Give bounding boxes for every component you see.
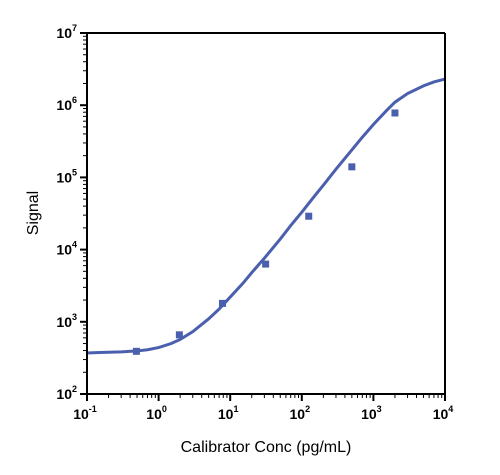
data-point [391, 109, 399, 117]
data-point [218, 299, 226, 307]
y-tick-label: 106 [56, 95, 77, 113]
data-point [262, 260, 270, 268]
x-tick-label: 10-1 [73, 404, 97, 422]
plot-area [86, 77, 446, 355]
x-axis-title: Calibrator Conc (pg/mL) [181, 439, 352, 456]
y-axis-title: Signal [25, 191, 42, 235]
x-tick-label: 102 [290, 404, 311, 422]
axis-ticks: 10-1 100 101 102 103 104 102 103 104 105 106 107 [56, 23, 453, 422]
data-point [305, 212, 313, 220]
y-tick-label: 107 [56, 23, 77, 41]
y-tick-label: 105 [56, 167, 77, 185]
data-point [175, 331, 183, 339]
y-tick-label: 104 [56, 240, 77, 258]
x-tick-label: 100 [146, 404, 167, 422]
x-tick-label: 103 [361, 404, 382, 422]
y-tick-label: 103 [56, 312, 77, 330]
x-tick-label: 101 [218, 404, 239, 422]
data-point [132, 347, 140, 355]
y-tick-label: 102 [56, 384, 77, 402]
x-tick-label: 104 [433, 404, 454, 422]
fit-curve [86, 77, 446, 355]
data-point [348, 163, 356, 171]
